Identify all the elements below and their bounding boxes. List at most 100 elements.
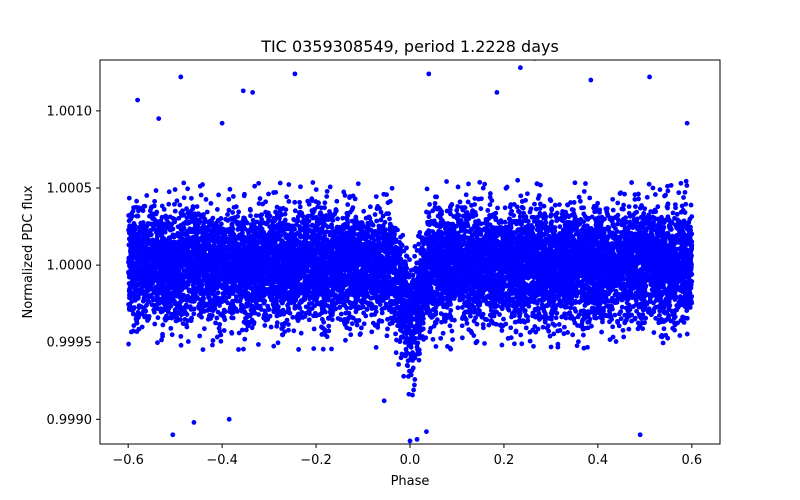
data-point [367,204,373,210]
data-point [410,272,416,278]
data-point [610,334,616,340]
data-point [358,325,364,331]
data-point [543,220,549,225]
data-point [166,201,172,207]
data-point [344,310,350,316]
data-point [562,311,567,317]
data-point [221,328,227,333]
data-point [172,208,178,214]
data-point [655,204,661,210]
data-point [385,316,390,322]
data-point [651,309,657,315]
data-point [134,198,140,204]
data-point [621,334,627,340]
data-point [197,183,203,189]
data-point [674,211,680,217]
data-point [537,306,542,312]
data-point [657,312,662,318]
data-point [226,207,232,213]
data-point [488,191,493,196]
data-point [480,325,486,331]
data-point [473,340,479,346]
data-point [286,199,292,204]
data-point [263,209,269,215]
data-point [227,186,233,192]
data-point [326,323,332,329]
data-point [472,196,478,201]
data-point [292,199,298,205]
data-point [372,212,378,217]
data-point [533,206,539,212]
data-point [646,309,651,315]
data-point [411,387,416,393]
data-point [200,347,206,352]
data-point [378,209,384,215]
data-point [166,189,172,195]
data-point [463,192,469,198]
data-point [405,358,411,364]
data-point [557,202,562,208]
data-point [379,318,385,324]
data-point [509,208,515,214]
data-point [552,225,558,230]
data-point [239,327,245,333]
data-point [344,217,350,223]
data-point [570,332,576,338]
data-point [683,201,689,207]
data-point [450,337,456,342]
data-point [507,204,513,210]
data-point [274,323,280,329]
data-point [153,188,159,193]
data-point [495,205,500,211]
data-point [599,329,604,335]
data-point [482,181,488,187]
data-point [216,192,221,198]
data-point [668,318,674,324]
data-point [168,325,174,331]
data-point [581,345,587,351]
data-point [381,191,387,197]
data-point [320,346,326,352]
data-point [290,314,296,320]
data-point [646,181,652,187]
data-point [197,333,203,339]
data-point [487,202,493,208]
data-point [596,215,602,221]
data-point [273,209,278,215]
data-point [262,323,268,328]
data-point [447,323,453,329]
data-point [354,322,360,328]
data-point [619,206,625,212]
chart-title: TIC 0359308549, period 1.2228 days [260,37,559,56]
data-point [266,191,271,197]
data-point [226,196,232,202]
data-point [159,337,164,343]
data-point [184,215,190,221]
data-point [188,195,194,201]
data-point [361,208,367,214]
data-point [178,342,184,348]
data-point [646,306,652,312]
data-point [187,304,193,310]
data-point [477,179,483,185]
data-point [201,326,207,332]
data-point [309,196,315,202]
data-point [329,346,334,352]
scatter-points [126,60,695,444]
data-point [613,339,619,344]
data-point [322,200,328,206]
data-point [650,185,656,191]
data-point [217,322,223,327]
data-point [513,328,519,334]
data-point [349,321,355,326]
data-point [230,210,236,215]
data-point [552,202,558,208]
data-point [131,205,137,211]
data-point [203,197,209,202]
data-point [152,321,158,327]
data-point [214,334,220,340]
data-point [665,188,671,194]
data-point [488,318,494,324]
data-point [568,305,573,311]
